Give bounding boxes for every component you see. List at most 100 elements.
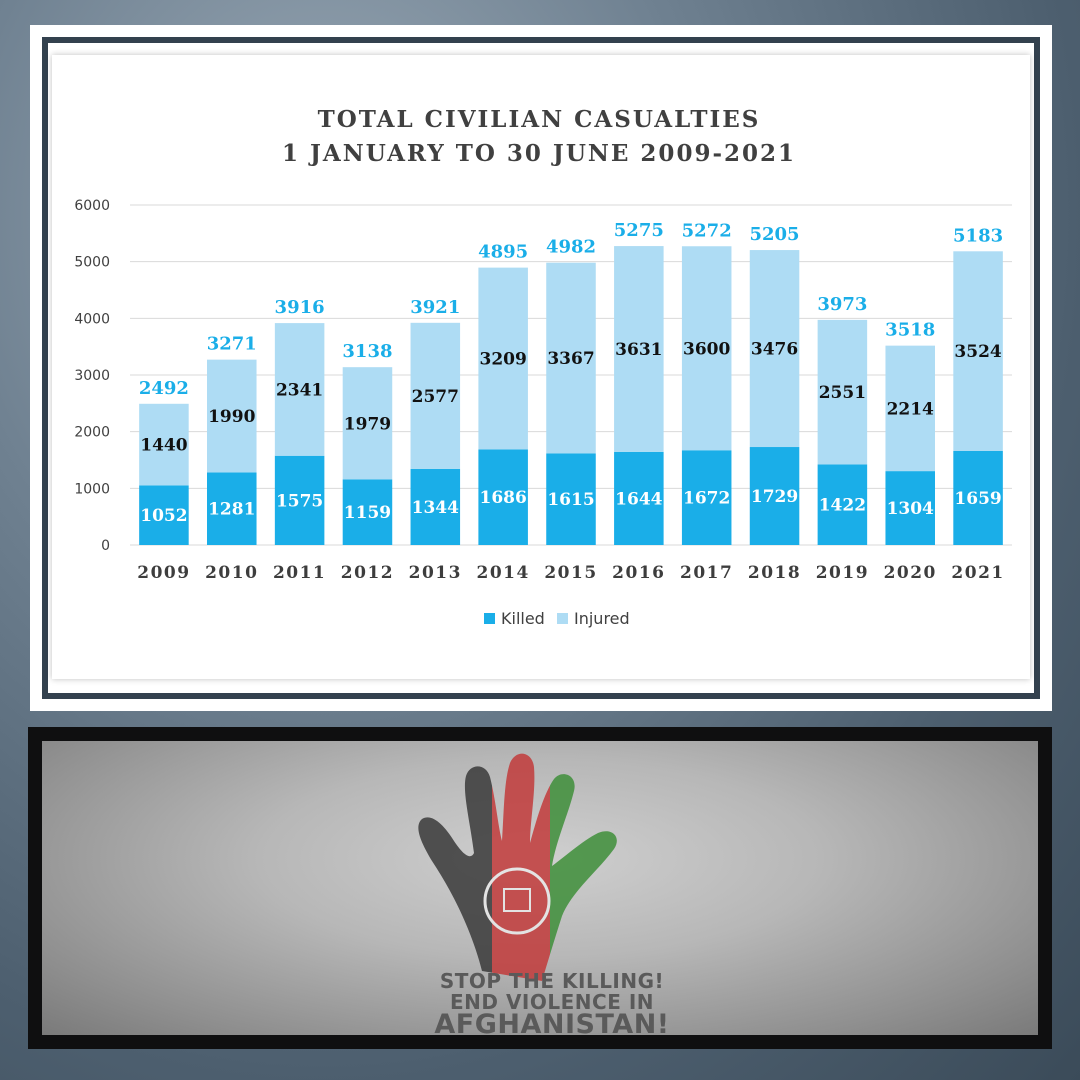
chart-panel: TOTAL CIVILIAN CASUALTIES 1 JANUARY TO 3…: [52, 55, 1030, 679]
data-label-killed: 1659: [954, 489, 1001, 509]
bar-killed: [546, 453, 596, 545]
data-label-total: 4982: [546, 237, 596, 258]
data-label-injured: 3600: [683, 339, 730, 359]
data-label-injured: 1979: [344, 414, 391, 434]
poster-image: STOP THE KILLING! END VIOLENCE IN AFGHAN…: [42, 741, 1038, 1035]
y-tick-label: 3000: [74, 368, 110, 384]
bar-injured: [410, 322, 461, 469]
data-label-injured: 2341: [276, 380, 323, 400]
bar-injured: [953, 251, 1003, 451]
data-label-injured: 1440: [140, 436, 187, 456]
chart-subtitle: 1 JANUARY TO 30 JUNE 2009-2021: [282, 140, 796, 167]
x-tick-label: 2021: [951, 563, 1004, 583]
data-label-injured: 3367: [547, 349, 594, 369]
x-tick-label: 2010: [205, 563, 258, 583]
x-tick-label: 2018: [748, 563, 801, 583]
x-tick-label: 2014: [476, 563, 529, 583]
bar-injured: [749, 250, 800, 448]
x-tick-label: 2020: [884, 563, 937, 583]
hand-flag-illustration: [418, 753, 617, 981]
x-tick-label: 2016: [612, 563, 665, 583]
data-label-injured: 1990: [208, 407, 255, 427]
slogan-line-3: AFGHANISTAN!: [434, 1009, 670, 1035]
legend-label-injured: Injured: [574, 609, 630, 628]
data-label-killed: 1052: [140, 506, 187, 526]
data-label-killed: 1672: [683, 489, 730, 509]
data-label-killed: 1644: [615, 489, 662, 509]
bar-injured: [614, 246, 664, 452]
data-label-total: 5272: [682, 220, 732, 241]
bar-injured: [274, 323, 325, 456]
data-label-injured: 2214: [887, 399, 934, 419]
data-label-total: 4895: [478, 242, 528, 263]
data-label-total: 5205: [749, 224, 799, 245]
x-tick-label: 2011: [273, 563, 326, 583]
data-label-injured: 3524: [954, 342, 1001, 362]
data-label-total: 3921: [410, 297, 460, 318]
data-label-killed: 1615: [547, 490, 594, 510]
data-label-injured: 3631: [615, 340, 662, 360]
bar-killed: [274, 455, 325, 545]
x-tick-label: 2013: [409, 563, 462, 583]
data-label-total: 3138: [342, 341, 392, 362]
data-label-killed: 1304: [887, 499, 934, 519]
data-label-killed: 1575: [276, 491, 323, 511]
legend-swatch-injured: [557, 613, 568, 624]
data-label-killed: 1281: [208, 500, 255, 520]
x-tick-label: 2019: [816, 563, 869, 583]
y-tick-label: 2000: [74, 425, 110, 441]
bar-killed: [207, 472, 257, 545]
data-label-killed: 1159: [344, 503, 391, 523]
chart-frame: TOTAL CIVILIAN CASUALTIES 1 JANUARY TO 3…: [30, 25, 1052, 711]
y-tick-label: 1000: [74, 481, 110, 497]
bar-injured: [817, 319, 868, 465]
data-label-total: 5183: [953, 225, 1003, 246]
bars: [139, 246, 1003, 545]
chart-border: TOTAL CIVILIAN CASUALTIES 1 JANUARY TO 3…: [42, 37, 1040, 699]
bar-killed: [342, 479, 393, 545]
bar-killed: [749, 447, 800, 545]
bar-killed: [478, 449, 528, 545]
data-label-total: 3271: [207, 334, 257, 355]
data-label-total: 5275: [614, 220, 664, 241]
slogan-line-1: STOP THE KILLING!: [439, 969, 665, 993]
y-tick-label: 0: [101, 538, 110, 554]
data-label-injured: 3209: [479, 350, 526, 370]
data-label-total: 3518: [885, 320, 935, 341]
poster-frame: STOP THE KILLING! END VIOLENCE IN AFGHAN…: [28, 727, 1052, 1049]
bar-injured: [139, 403, 189, 486]
bar-killed: [817, 464, 868, 545]
bar-killed: [885, 471, 935, 545]
data-label-killed: 1729: [751, 487, 798, 507]
y-tick-label: 5000: [74, 255, 110, 271]
bar-injured: [546, 262, 596, 454]
bar-killed: [410, 468, 461, 545]
data-label-total: 2492: [139, 378, 189, 399]
bar-killed: [614, 451, 664, 545]
data-label-total: 3973: [817, 294, 867, 315]
bar-injured: [342, 367, 393, 480]
data-label-total: 3916: [275, 297, 325, 318]
data-labels: 1052 1440 2492 2009 1281 1990 3271 2010 1575 2341…: [137, 220, 1004, 583]
data-label-injured: 2551: [819, 383, 866, 403]
bar-killed: [953, 450, 1003, 545]
bar-killed: [139, 485, 189, 545]
legend-swatch-killed: [484, 613, 495, 624]
bar-injured: [478, 267, 528, 450]
data-label-injured: 3476: [751, 340, 798, 360]
casualties-bar-chart: TOTAL CIVILIAN CASUALTIES 1 JANUARY TO 3…: [74, 106, 1012, 628]
x-tick-label: 2009: [137, 563, 190, 583]
x-tick-label: 2012: [341, 563, 394, 583]
data-label-injured: 2577: [412, 387, 459, 407]
legend: Killed Injured: [484, 609, 630, 628]
bar-injured: [681, 246, 732, 451]
bar-killed: [681, 450, 732, 545]
hand-flag-icon: [418, 753, 617, 981]
data-label-killed: 1422: [819, 496, 866, 516]
data-label-killed: 1344: [412, 498, 459, 518]
x-tick-label: 2017: [680, 563, 733, 583]
y-tick-label: 4000: [74, 311, 110, 327]
bar-injured: [207, 359, 257, 473]
chart-title: TOTAL CIVILIAN CASUALTIES: [318, 106, 761, 133]
emblem-icon: [483, 867, 551, 935]
